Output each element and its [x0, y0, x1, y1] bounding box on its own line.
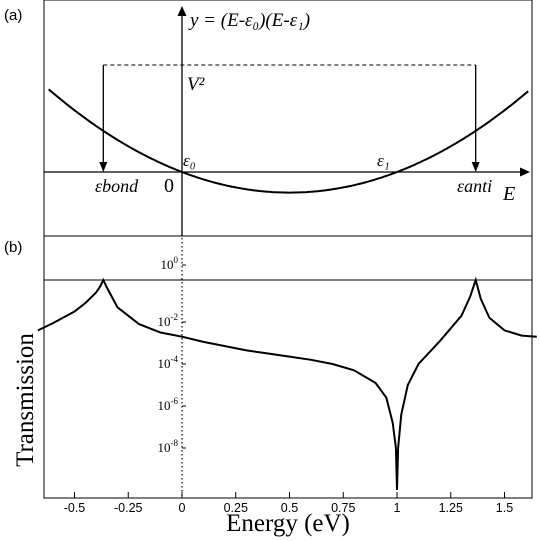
y-tick-label: 10-6	[158, 396, 179, 413]
x-ticks: -0.5 -0.25 0 0.25 0.5 0.75 1 1.25 1.5	[64, 492, 513, 515]
x-axis-title: Energy (eV)	[226, 510, 350, 537]
v2-label: V²	[187, 74, 205, 95]
anti-label: εanti	[457, 176, 492, 196]
x-tick-label: 1	[394, 501, 401, 515]
transmission-curve	[37, 276, 537, 491]
x-tick-label: 0.75	[331, 501, 355, 515]
e-axis-label: E	[502, 183, 515, 205]
panel-a-label: (a)	[4, 7, 22, 24]
y-tick-label: 100	[161, 255, 179, 272]
panel-a-frame	[43, 0, 533, 237]
bond-arrow-icon	[99, 162, 108, 172]
y-axis-arrow-icon	[177, 6, 187, 16]
eps0-label: ε₀	[183, 151, 196, 170]
bond-label: εbond	[95, 176, 139, 196]
y-tick-label: 10-8	[158, 438, 179, 455]
panel-b: -0.5 -0.25 0 0.25 0.5 0.75 1 1.25 1.5 100 10-2 10-…	[4, 235, 537, 537]
anti-arrow-icon	[471, 162, 480, 172]
origin-label: 0	[164, 175, 174, 197]
panel-a: (a) y = (E-ε₀)(E-ε₁) V² ε₀ ε₁ 0 εbond εa…	[4, 0, 533, 237]
eps1-label: ε₁	[377, 151, 390, 170]
equation-label: y = (E-ε₀)(E-ε₁)	[188, 10, 310, 31]
panel-b-label: (b)	[4, 239, 22, 256]
y-tick-label: 10-2	[158, 312, 179, 329]
x-tick-label: 1.25	[439, 501, 463, 515]
x-tick-label: 0.5	[281, 501, 298, 515]
x-tick-label: -0.25	[114, 501, 143, 515]
y-tick-label: 10-4	[158, 354, 179, 371]
x-tick-label: 0	[179, 501, 186, 515]
y-ticks: 100 10-2 10-4 10-6 10-8	[158, 255, 186, 455]
e-axis-arrow-icon	[520, 167, 530, 177]
panel-b-frame	[43, 235, 533, 499]
x-tick-label: 0.25	[224, 501, 248, 515]
y-axis-title: Transmission	[12, 333, 39, 467]
x-tick-label: 1.5	[496, 501, 513, 515]
parabola-curve	[48, 88, 529, 194]
x-tick-label: -0.5	[64, 501, 86, 515]
